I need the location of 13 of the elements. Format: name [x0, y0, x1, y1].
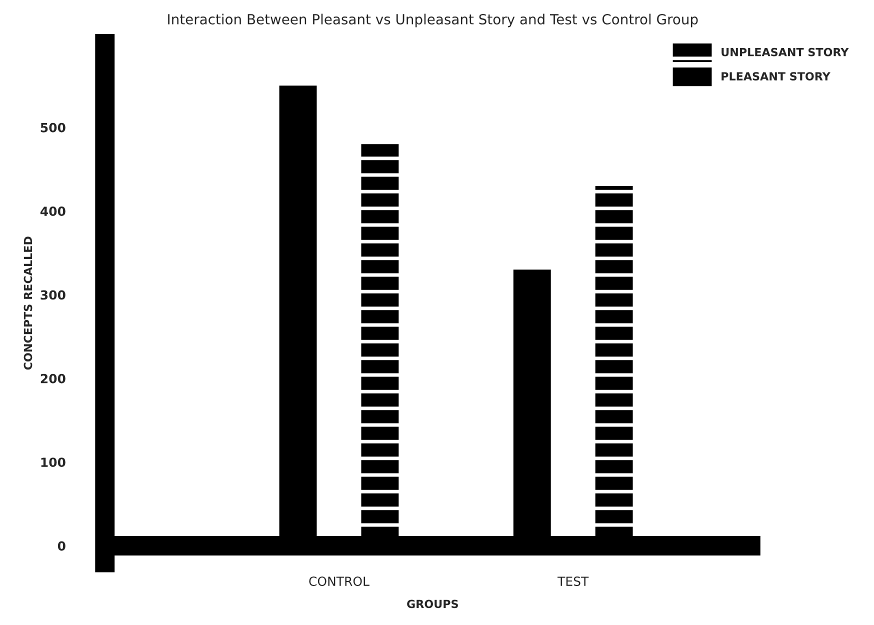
y-tick-label: 100 [41, 458, 66, 468]
y-tick-label: 300 [40, 290, 66, 300]
y-tick-label: 0 [58, 541, 66, 551]
y-tick-label: 500 [40, 122, 66, 132]
x-tick-label: CONTROL [309, 576, 370, 586]
x-tick-label: TEST [558, 576, 589, 586]
y-tick-label: 400 [40, 206, 66, 216]
legend-label: PLEASANT STORY [722, 72, 830, 80]
x-axis-title: GROUPS [407, 600, 458, 608]
y-tick-label: 200 [40, 374, 66, 384]
chart-title: Interaction Between Pleasant vs Unpleasant Story and Test vs Control Group [168, 14, 698, 28]
y-axis-title: CONCEPTS RECALLED [24, 236, 32, 370]
legend-label: UNPLEASANT STORY [722, 48, 849, 56]
